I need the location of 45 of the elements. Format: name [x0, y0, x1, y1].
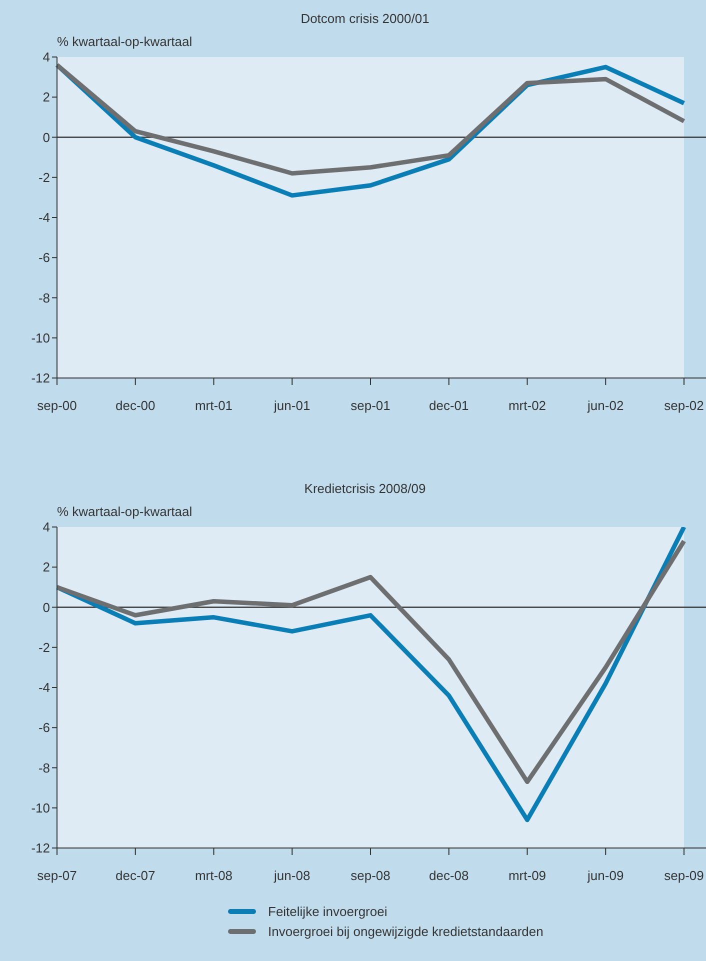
y-tick-label: 0 — [42, 600, 50, 615]
y-tick-label: -12 — [31, 840, 50, 856]
x-tick-label: dec-01 — [429, 398, 469, 414]
x-tick-label: mrt-01 — [194, 398, 233, 414]
x-tick-label: sep-08 — [350, 868, 390, 884]
x-tick-label: sep-09 — [664, 868, 704, 884]
chart-title: Kredietcrisis 2008/09 — [303, 481, 427, 496]
y-tick-label: -2 — [38, 640, 50, 655]
line-series — [54, 62, 686, 176]
chart-title: Dotcom crisis 2000/01 — [300, 11, 430, 26]
y-tick-label: 2 — [42, 560, 50, 575]
x-tick-label: dec-08 — [429, 868, 469, 884]
x-tick-label: dec-07 — [116, 868, 156, 884]
x-tick-label: jun-01 — [273, 398, 310, 414]
x-tick-label: sep-02 — [664, 398, 704, 414]
y-tick-label: 2 — [42, 90, 50, 105]
y-tick-label: 4 — [42, 520, 50, 535]
y-tick-label: -6 — [38, 720, 50, 736]
y-tick-label: -4 — [38, 210, 50, 226]
y-axis-title: % kwartaal-op-kwartaal — [57, 34, 192, 49]
x-tick-label: jun-02 — [586, 398, 624, 414]
y-axis-title: % kwartaal-op-kwartaal — [57, 504, 192, 519]
y-tick-label: 4 — [42, 50, 50, 65]
line-series — [54, 527, 686, 822]
legend-label: Feitelijke invoergroei — [268, 904, 388, 918]
line-series — [54, 538, 686, 784]
y-tick-label: -8 — [38, 760, 50, 776]
y-tick-label: 0 — [42, 130, 50, 145]
y-tick-label: -12 — [31, 370, 50, 386]
y-tick-label: -10 — [31, 330, 50, 346]
y-tick-label: -2 — [38, 170, 50, 185]
y-tick-label: -4 — [38, 680, 50, 696]
y-tick-label: -6 — [38, 250, 50, 266]
x-tick-label: dec-00 — [116, 398, 156, 414]
y-tick-label: -8 — [38, 290, 50, 306]
legend-label: Invoergroei bij ongewijzigde kredietstandaarden — [268, 924, 544, 938]
x-tick-label: mrt-02 — [508, 398, 546, 414]
x-tick-label: sep-00 — [37, 398, 77, 414]
x-tick-label: mrt-08 — [194, 868, 233, 884]
x-tick-label: jun-08 — [273, 868, 310, 884]
x-tick-label: sep-07 — [37, 868, 77, 884]
y-tick-label: -10 — [31, 800, 50, 816]
x-tick-label: jun-09 — [586, 868, 624, 884]
x-tick-label: mrt-09 — [508, 868, 546, 884]
x-tick-label: sep-01 — [350, 398, 390, 414]
